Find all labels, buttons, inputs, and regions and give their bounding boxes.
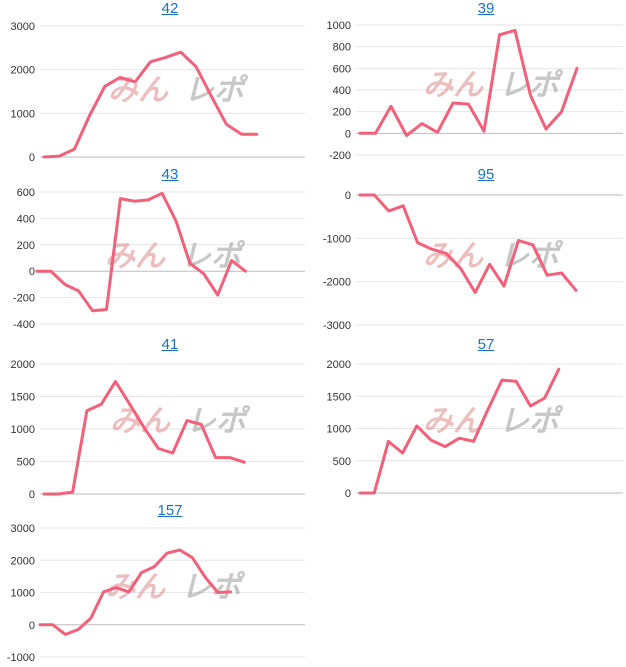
y-tick-label: -1000 — [7, 652, 35, 664]
y-tick-label: 3000 — [11, 21, 35, 33]
y-tick-label: 0 — [29, 152, 35, 164]
y-tick-label: 400 — [17, 213, 35, 225]
chart-title-link[interactable]: 43 — [161, 166, 179, 183]
series-line — [358, 28, 579, 137]
watermark-logo: レポ — [181, 239, 246, 274]
y-tick-label: 0 — [345, 488, 351, 500]
series-line — [42, 380, 246, 496]
watermark-logo: レポ — [184, 73, 249, 108]
watermark-logo: みん — [423, 68, 484, 103]
y-tick-label: 200 — [17, 240, 35, 252]
chart-title-link[interactable]: 39 — [477, 0, 495, 17]
y-tick-label: 0 — [345, 190, 351, 202]
chart-title-link[interactable]: 157 — [157, 502, 183, 519]
y-tick-label: 600 — [17, 187, 35, 199]
y-tick-label: 600 — [333, 63, 351, 75]
y-tick-label: 500 — [333, 456, 351, 468]
y-tick-label: 0 — [29, 489, 35, 501]
y-tick-label: 1500 — [11, 392, 35, 404]
chart-panel-157: 157 -1000 0 1000 2000 3000 みん レポ — [0, 502, 310, 667]
watermark-logo: レポ — [186, 404, 251, 439]
y-tick-label: -200 — [329, 150, 351, 162]
watermark-logo: レポ — [499, 404, 564, 439]
y-tick-label: 1500 — [327, 391, 351, 403]
watermark-logo: みん — [423, 239, 484, 274]
y-tick-label: 400 — [333, 85, 351, 97]
y-tick-label: 1000 — [327, 424, 351, 436]
y-tick-label: 0 — [29, 620, 35, 632]
y-tick-label: 1000 — [11, 424, 35, 436]
line-chart: 0 500 1000 1500 2000 みん レポ — [327, 359, 623, 500]
chart-title-link[interactable]: 57 — [477, 336, 495, 353]
chart-title-link[interactable]: 95 — [477, 166, 495, 183]
series-line — [42, 50, 259, 159]
y-tick-label: -3000 — [323, 320, 351, 332]
chart-panel-57: 57 0 500 1000 1500 2000 みん レポ — [313, 336, 626, 506]
y-tick-label: 1000 — [327, 20, 351, 32]
y-tick-label: -2000 — [323, 277, 351, 289]
y-tick-label: -1000 — [323, 233, 351, 245]
y-tick-label: 500 — [17, 457, 35, 469]
chart-panel-43: 43 -400 -200 0 200 400 600 みん レポ — [0, 166, 310, 336]
series-line — [358, 367, 561, 495]
y-tick-label: 1000 — [11, 108, 35, 120]
y-tick-label: -400 — [13, 319, 35, 331]
watermark-logo: みん — [423, 404, 484, 439]
y-tick-label: 0 — [345, 128, 351, 140]
y-tick-label: 3000 — [11, 523, 35, 535]
chart-title-link[interactable]: 41 — [161, 336, 179, 353]
y-tick-label: -200 — [13, 293, 35, 305]
chart-panel-95: 95 -3000 -2000 -1000 0 みん レポ — [313, 166, 626, 336]
series-line — [358, 193, 578, 294]
y-tick-label: 2000 — [11, 359, 35, 371]
chart-panel-39: 39 -200 0 200 400 600 800 1000 みん レポ — [313, 0, 626, 170]
chart-panel-42: 42 0 1000 2000 3000 みん レポ — [0, 0, 310, 170]
y-tick-label: 1000 — [11, 588, 35, 600]
y-tick-label: 2000 — [11, 65, 35, 77]
chart-panel-41: 41 0 500 1000 1500 2000 みん レポ — [0, 336, 310, 506]
y-tick-label: 2000 — [11, 555, 35, 567]
series-line — [38, 548, 232, 636]
series-line — [35, 191, 247, 313]
y-tick-label: 0 — [29, 266, 35, 278]
y-tick-label: 200 — [333, 107, 351, 119]
y-tick-label: 2000 — [327, 359, 351, 371]
chart-title-link[interactable]: 42 — [161, 0, 179, 17]
y-tick-label: 800 — [333, 42, 351, 54]
